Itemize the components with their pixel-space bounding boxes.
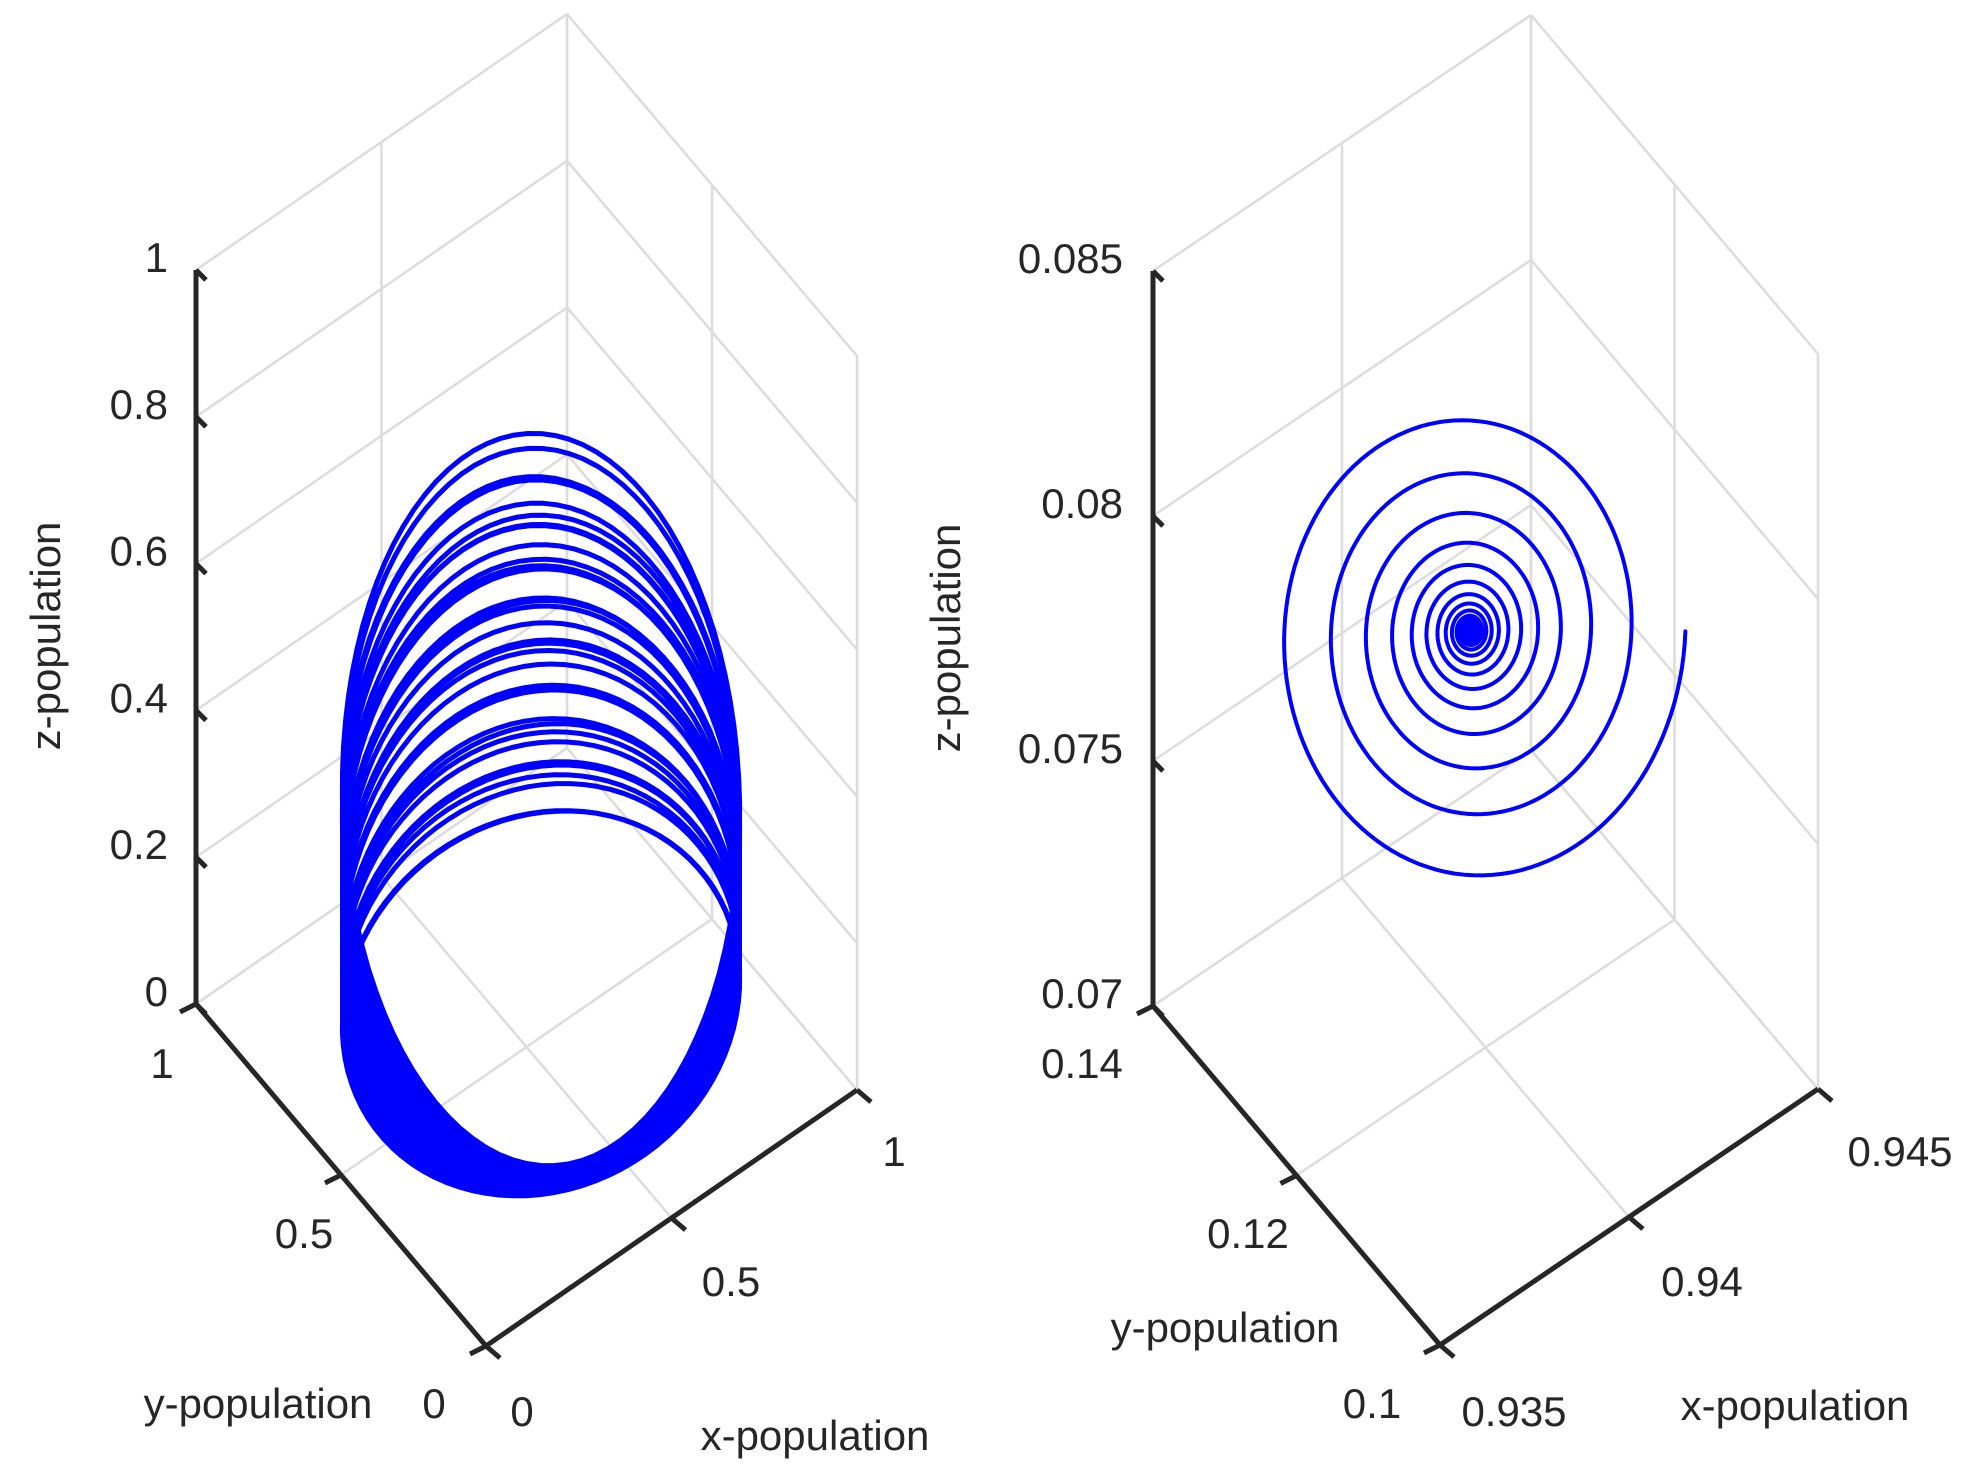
z-tick xyxy=(194,561,208,576)
trajectory-loop xyxy=(339,474,743,1173)
z-tick xyxy=(194,855,208,869)
z-tick xyxy=(1151,759,1165,773)
trajectory-loop xyxy=(340,563,742,1179)
chart-right: 0.07 0.075 0.08 0.085 0.1 0.12 0.14 0.935 0.94 0.… xyxy=(922,13,1953,1435)
x-tick-label: 1 xyxy=(882,1128,905,1175)
z-tick-label: 0.075 xyxy=(1018,725,1123,772)
z-tick-label: 0.08 xyxy=(1041,480,1123,527)
trajectory-loop xyxy=(340,772,742,1196)
y-tick-label: 0.14 xyxy=(1041,1040,1123,1087)
y-axis-label: y-population xyxy=(1111,1304,1340,1351)
z-tick xyxy=(1151,269,1165,283)
z-tick-label: 0.6 xyxy=(110,528,168,575)
y-tick-label: 1 xyxy=(150,1040,173,1087)
x-tick xyxy=(484,1344,502,1360)
y-tick-label: 0.12 xyxy=(1207,1210,1289,1257)
floor-gridline-y xyxy=(1152,748,1532,1008)
chart-left: 0 0.2 0.4 0.6 0.8 1 0 0.5 1 0 0.5 1 y-population x-po… xyxy=(22,12,930,1459)
x-tick xyxy=(1438,1343,1456,1359)
y-tick xyxy=(1279,1173,1298,1186)
z-tick-label: 0.4 xyxy=(110,674,168,721)
z-tick xyxy=(194,708,208,723)
y-tick xyxy=(1135,1003,1155,1017)
z-tick xyxy=(194,415,208,429)
trajectory-spiral xyxy=(1282,418,1688,878)
z-tick-label: 0 xyxy=(145,968,168,1015)
y-tick xyxy=(1422,1342,1442,1356)
x-tick-label: 0 xyxy=(510,1388,533,1435)
z-tick-label: 1 xyxy=(145,234,168,281)
x-axis-label: x-population xyxy=(701,1412,930,1459)
trajectory-loop xyxy=(340,716,742,1191)
x-tick xyxy=(855,1088,873,1104)
y-axis-label: y-population xyxy=(144,1380,373,1427)
z-tick-label: 0.07 xyxy=(1041,970,1123,1017)
x-tick xyxy=(669,1216,688,1232)
trajectory-loop xyxy=(340,648,742,1186)
z-axis-label: z-population xyxy=(922,524,969,753)
floor-gridline-y xyxy=(1295,918,1676,1177)
trajectory-loop xyxy=(339,431,743,1169)
y-tick-label: 0 xyxy=(422,1380,445,1427)
x-tick-label: 0.945 xyxy=(1847,1128,1952,1175)
x-tick xyxy=(1816,1087,1834,1103)
z-tick xyxy=(1151,1004,1165,1018)
z-tick-label: 0.2 xyxy=(110,821,168,868)
y-tick xyxy=(468,1343,488,1357)
y-tick xyxy=(178,1001,198,1015)
z-tick-label: 0.085 xyxy=(1018,235,1123,282)
equilibrium-point xyxy=(1456,617,1485,646)
y-tick-label: 0.5 xyxy=(275,1210,333,1257)
x-tick-label: 0.5 xyxy=(702,1258,760,1305)
trajectory-loop xyxy=(340,686,742,1189)
z-axis-label: z-population xyxy=(22,522,69,751)
x-tick-label: 0.94 xyxy=(1661,1258,1743,1305)
z-tick-label: 0.8 xyxy=(110,381,168,428)
z-tick xyxy=(194,268,208,282)
trajectory-loop xyxy=(340,808,742,1199)
y-tick xyxy=(323,1172,343,1186)
x-axis-label: x-population xyxy=(1681,1382,1910,1429)
z-tick xyxy=(1151,514,1165,528)
y-tick-label: 0.1 xyxy=(1343,1380,1401,1427)
x-tick-label: 0.935 xyxy=(1461,1388,1566,1435)
x-tick xyxy=(1627,1215,1645,1231)
z-tick xyxy=(194,1002,208,1016)
